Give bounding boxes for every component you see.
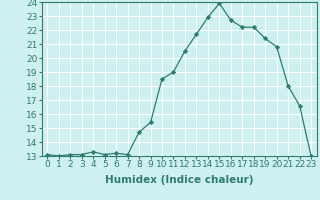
X-axis label: Humidex (Indice chaleur): Humidex (Indice chaleur) bbox=[105, 175, 253, 185]
